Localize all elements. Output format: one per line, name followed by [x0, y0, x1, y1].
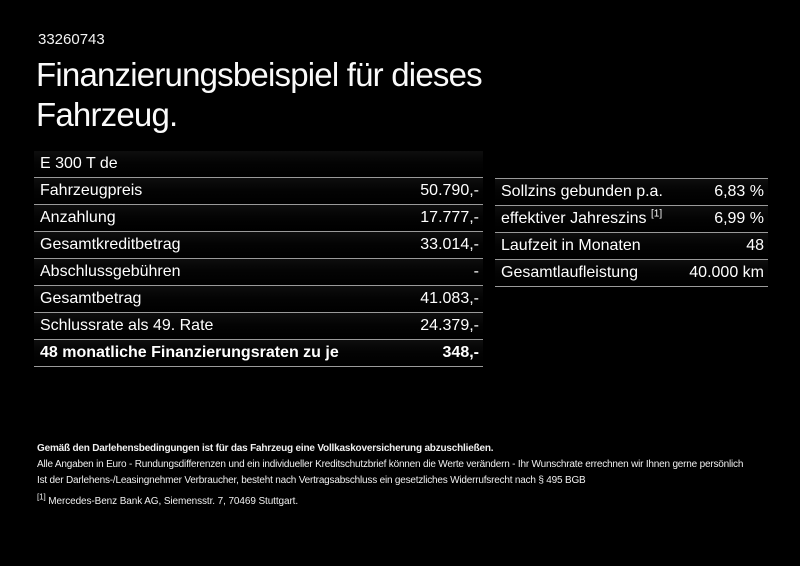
table-row-laufzeit: Laufzeit in Monaten 48: [495, 233, 768, 260]
row-value: 348,-: [442, 344, 479, 361]
table-row-gesamtkreditbetrag: Gesamtkreditbetrag 33.014,-: [34, 232, 483, 259]
conditions-table: Sollzins gebunden p.a. 6,83 % effektiver…: [495, 178, 768, 287]
page-title-line2: Fahrzeug.: [36, 96, 178, 133]
row-label-text: effektiver Jahreszins: [501, 210, 647, 227]
table-row-abschlussgebuehren: Abschlussgebühren -: [34, 259, 483, 286]
row-label: Schlussrate als 49. Rate: [40, 317, 214, 334]
financing-table: E 300 T de Fahrzeugpreis 50.790,- Anzahl…: [34, 151, 483, 367]
row-value: 48: [746, 237, 764, 254]
row-value: 24.379,-: [420, 317, 479, 334]
footnote-text: Mercedes-Benz Bank AG, Siemensstr. 7, 70…: [48, 496, 299, 507]
row-value: 50.790,-: [420, 182, 479, 199]
row-label: Sollzins gebunden p.a.: [501, 183, 663, 200]
model-name: E 300 T de: [40, 155, 118, 172]
document-id: 33260743: [38, 31, 105, 48]
row-label: effektiver Jahreszins [1]: [501, 208, 663, 228]
row-value: 40.000 km: [689, 264, 764, 281]
table-row-sollzins: Sollzins gebunden p.a. 6,83 %: [495, 179, 768, 206]
row-value: 41.083,-: [420, 290, 479, 307]
row-value: -: [473, 263, 479, 280]
table-row-effektiver-jahreszins: effektiver Jahreszins [1] 6,99 %: [495, 206, 768, 233]
page-title: Finanzierungsbeispiel für dieses Fahrzeug…: [36, 55, 483, 135]
table-row-anzahlung: Anzahlung 17.777,-: [34, 205, 483, 232]
table-row-gesamtbetrag: Gesamtbetrag 41.083,-: [34, 286, 483, 313]
row-label: 48 monatliche Finanzierungsraten zu je: [40, 344, 339, 361]
row-label: Gesamtbetrag: [40, 290, 142, 307]
row-label: Gesamtkreditbetrag: [40, 236, 181, 253]
disclaimer-insurance-line: Gemäß den Darlehensbedingungen ist für d…: [37, 443, 494, 454]
table-row-gesamtlaufleistung: Gesamtlaufleistung 40.000 km: [495, 260, 768, 287]
model-name-row: E 300 T de: [34, 151, 483, 178]
table-row-monthly-rate-total: 48 monatliche Finanzierungsraten zu je 3…: [34, 340, 483, 367]
row-label: Anzahlung: [40, 209, 116, 226]
table-row-fahrzeugpreis: Fahrzeugpreis 50.790,-: [34, 178, 483, 205]
row-label: Gesamtlaufleistung: [501, 264, 638, 281]
footnote: [1] Mercedes-Benz Bank AG, Siemensstr. 7…: [37, 492, 299, 507]
row-value: 17.777,-: [420, 209, 479, 226]
row-label: Laufzeit in Monaten: [501, 237, 641, 254]
page-title-line1: Finanzierungsbeispiel für dieses: [36, 56, 483, 93]
row-label: Fahrzeugpreis: [40, 182, 143, 199]
disclaimer-line3: Ist der Darlehens-/Leasingnehmer Verbrau…: [37, 475, 586, 486]
table-row-schlussrate: Schlussrate als 49. Rate 24.379,-: [34, 313, 483, 340]
footnote-marker: [1]: [651, 208, 663, 220]
disclaimer-line2: Alle Angaben in Euro - Rundungsdifferenz…: [37, 459, 744, 470]
disclaimer-block: Gemäß den Darlehensbedingungen ist für d…: [37, 441, 800, 489]
row-value: 6,83 %: [714, 183, 764, 200]
row-value: 6,99 %: [714, 210, 764, 227]
footnote-marker: [1]: [37, 492, 46, 502]
row-value: 33.014,-: [420, 236, 479, 253]
row-label: Abschlussgebühren: [40, 263, 181, 280]
